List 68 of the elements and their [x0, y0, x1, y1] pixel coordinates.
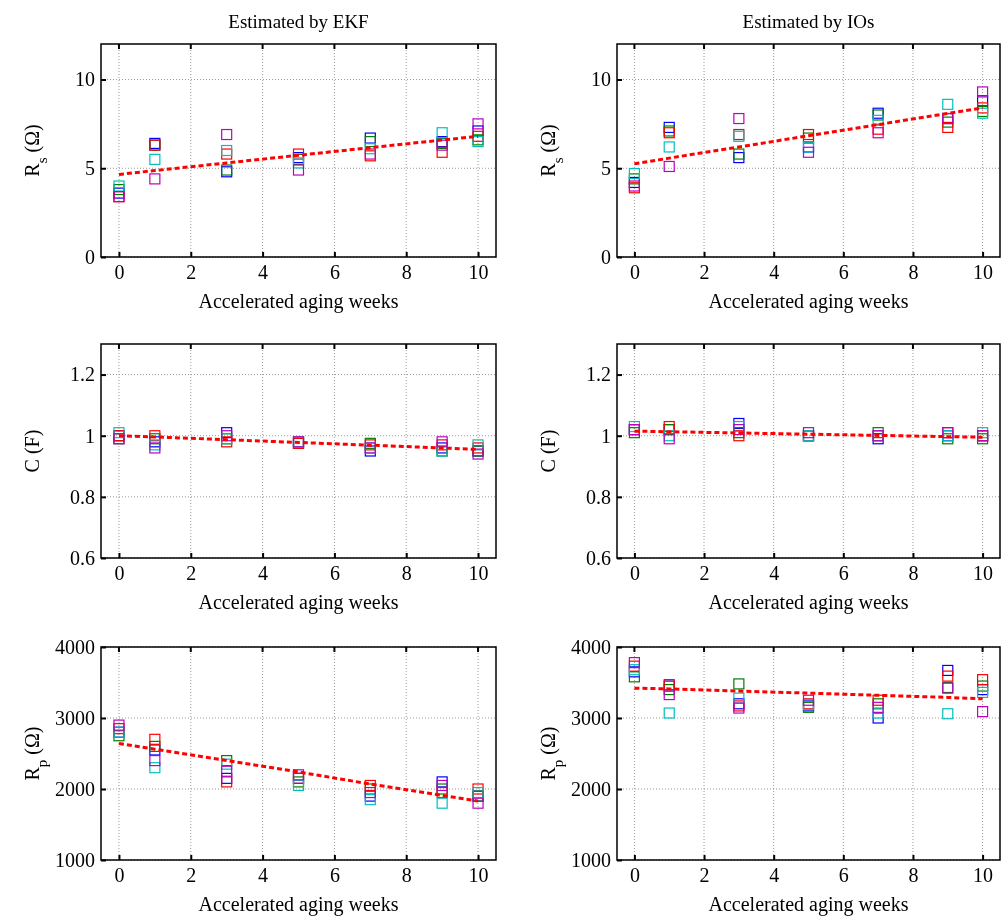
x-tick-label: 6: [838, 562, 849, 585]
x-tick-label: 2: [186, 261, 197, 284]
y-tick-label: 0.6: [70, 546, 95, 569]
x-tick-label: 6: [329, 562, 340, 585]
y-tick-label: 5: [85, 157, 95, 180]
y-tick-label: 0.8: [586, 485, 611, 508]
y-axis-title: C (F): [537, 429, 560, 473]
y-tick-label: 2000: [571, 777, 611, 800]
y-tick-label: 1.2: [586, 363, 611, 386]
x-tick-label: 6: [329, 261, 340, 284]
x-tick-label: 0: [629, 261, 640, 284]
x-tick-label: 4: [769, 261, 780, 284]
y-tick-label: 0.8: [70, 485, 95, 508]
y-tick-label: 5: [601, 157, 611, 180]
x-tick-label: 10: [468, 864, 489, 887]
y-tick-label: 1: [601, 424, 611, 447]
x-tick-label: 2: [186, 562, 197, 585]
x-tick-label: 4: [258, 261, 269, 284]
x-tick-label: 0: [629, 864, 640, 887]
x-tick-label: 10: [468, 261, 489, 284]
y-tick-label: 2000: [55, 777, 95, 800]
y-tick-label: 10: [591, 68, 611, 91]
y-tick-label: 1: [85, 424, 95, 447]
x-tick-label: 8: [908, 562, 919, 585]
chart-title: Estimated by IOs: [742, 11, 875, 32]
x-tick-label: 4: [769, 562, 780, 585]
chart-title: Estimated by EKF: [228, 11, 369, 32]
x-tick-label: 10: [973, 261, 994, 284]
y-tick-label: 0: [85, 245, 95, 268]
x-tick-label: 0: [114, 864, 125, 887]
x-axis-title: Accelerated aging weeks: [198, 893, 399, 916]
x-tick-label: 0: [114, 562, 125, 585]
x-tick-label: 2: [699, 562, 710, 585]
x-tick-label: 10: [468, 562, 489, 585]
x-tick-label: 0: [114, 261, 125, 284]
x-tick-label: 0: [629, 562, 640, 585]
x-tick-label: 4: [258, 562, 269, 585]
x-axis-title: Accelerated aging weeks: [708, 591, 909, 614]
x-tick-label: 8: [908, 261, 919, 284]
y-tick-label: 3000: [55, 706, 95, 729]
y-tick-label: 3000: [571, 706, 611, 729]
y-tick-label: 4000: [571, 635, 611, 658]
y-tick-label: 10: [75, 68, 95, 91]
y-tick-label: 0.6: [586, 546, 611, 569]
x-axis-title: Accelerated aging weeks: [708, 290, 909, 313]
x-axis-title: Accelerated aging weeks: [708, 893, 909, 916]
x-tick-label: 8: [401, 261, 412, 284]
x-tick-label: 8: [908, 864, 919, 887]
x-tick-label: 4: [258, 864, 269, 887]
x-tick-label: 8: [401, 864, 412, 887]
x-tick-label: 6: [329, 864, 340, 887]
y-tick-label: 4000: [55, 635, 95, 658]
x-tick-label: 2: [699, 864, 710, 887]
y-tick-label: 1000: [55, 848, 95, 871]
x-tick-label: 6: [838, 261, 849, 284]
y-tick-label: 1.2: [70, 363, 95, 386]
x-tick-label: 10: [973, 562, 994, 585]
x-axis-title: Accelerated aging weeks: [198, 290, 399, 313]
y-tick-label: 1000: [571, 848, 611, 871]
x-tick-label: 6: [838, 864, 849, 887]
y-tick-label: 0: [601, 245, 611, 268]
x-tick-label: 2: [186, 864, 197, 887]
x-tick-label: 2: [699, 261, 710, 284]
x-axis-title: Accelerated aging weeks: [198, 591, 399, 614]
x-tick-label: 10: [973, 864, 994, 887]
y-axis-title: C (F): [21, 429, 44, 473]
x-tick-label: 8: [401, 562, 412, 585]
x-tick-label: 4: [769, 864, 780, 887]
